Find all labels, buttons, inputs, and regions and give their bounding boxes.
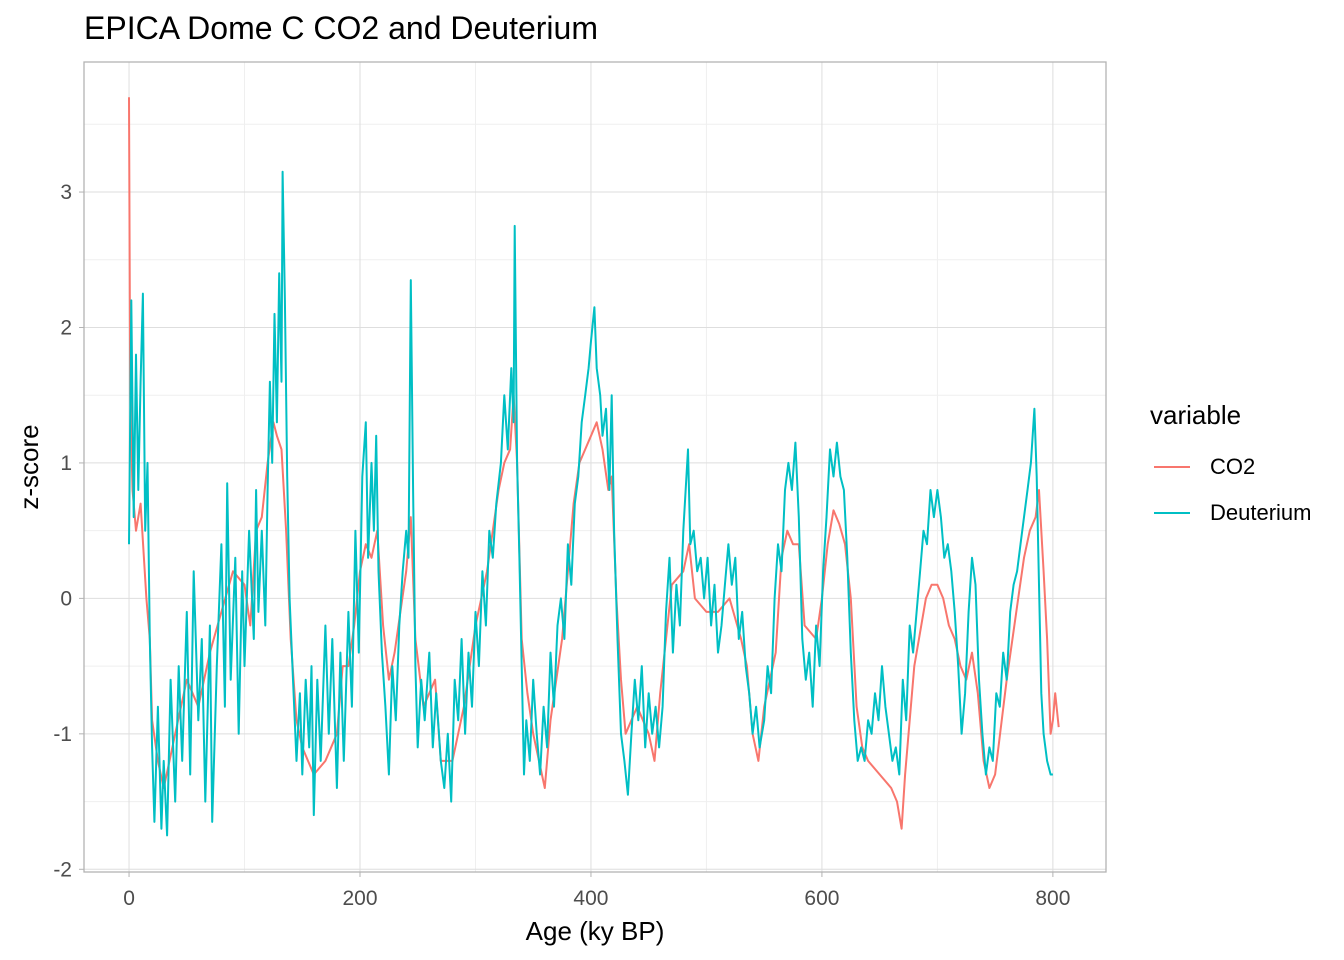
y-tick-label: 1 [60, 452, 72, 475]
y-tick-label: -1 [53, 723, 72, 746]
legend-item-co2: CO2 [1154, 452, 1255, 482]
legend-key-co2 [1154, 466, 1190, 468]
chart-title: EPICA Dome C CO2 and Deuterium [84, 10, 598, 46]
legend-item-deuterium: Deuterium [1154, 498, 1311, 528]
series-line-deuterium [128, 170, 1053, 837]
series-lines [128, 97, 1060, 837]
grid [84, 62, 1106, 872]
axis-ticks: 0 200 400 600 800 -2 -1 0 1 2 3 [53, 181, 1070, 910]
x-tick-label: 600 [804, 887, 839, 910]
legend-label-deuterium: Deuterium [1210, 500, 1312, 525]
x-tick-label: 0 [123, 887, 135, 910]
panel-border [83, 61, 1107, 873]
x-tick-label: 400 [573, 887, 608, 910]
legend-title: variable [1150, 400, 1242, 430]
y-tick-label: -2 [53, 858, 72, 881]
y-tick-label: 3 [60, 181, 72, 204]
legend-key-deuterium [1154, 512, 1190, 514]
x-axis-label: Age (ky BP) [526, 916, 665, 946]
x-tick-label: 800 [1035, 887, 1070, 910]
x-tick-label: 200 [342, 887, 377, 910]
y-tick-label: 0 [60, 587, 72, 610]
y-axis-label: z-score [14, 424, 44, 509]
legend-label-co2: CO2 [1210, 454, 1256, 479]
series-line-co2 [128, 97, 1060, 830]
y-tick-label: 2 [60, 316, 72, 339]
